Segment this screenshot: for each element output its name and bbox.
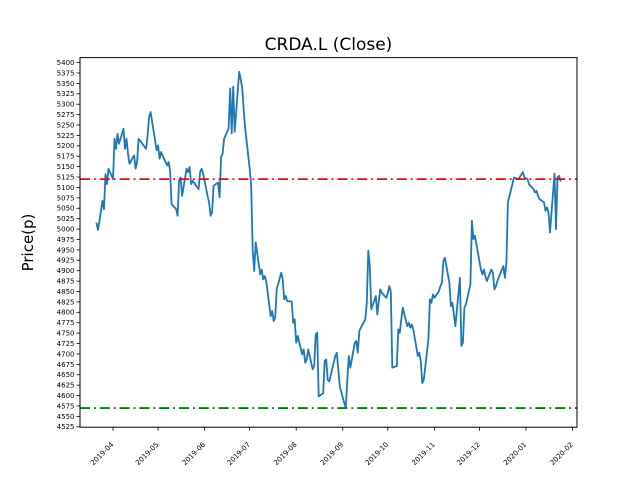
y-tick-label: 4900 [57,267,75,275]
axes-frame [79,57,578,428]
plot-area: 4525 4550 4575 4600 4625 4650 4675 4700 4725 4750… [57,57,578,467]
y-tick-label: 4950 [57,246,75,254]
y-tick-label: 4525 [57,423,75,431]
y-tick-label: 5225 [57,132,75,140]
x-tick-label: 2019-07 [226,441,252,467]
y-tick-label: 4725 [57,340,75,348]
y-tick-label: 4775 [57,319,75,327]
price-line [95,70,562,410]
y-tick-label: 5250 [57,121,75,129]
y-tick-label: 5125 [57,173,75,181]
y-tick-label: 5350 [57,80,75,88]
x-tick-label: 2019-09 [319,441,345,467]
y-tick-label: 4575 [57,402,75,410]
y-tick-label: 5375 [57,69,75,77]
y-tick-label: 5075 [57,194,75,202]
y-tick-label: 4850 [57,288,75,296]
y-tick-label: 5400 [57,59,75,67]
y-tick-label: 4625 [57,382,75,390]
y-tick-label: 5000 [57,225,75,233]
y-tick-label: 5150 [57,163,75,171]
y-tick-label: 4700 [57,350,75,358]
y-tick-label: 4975 [57,236,75,244]
y-tick-label: 5200 [57,142,75,150]
y-tick-label: 4600 [57,392,75,400]
x-tick-label: 2019-05 [134,441,160,467]
y-tick-label: 4650 [57,371,75,379]
x-tick-label: 2019-12 [455,441,481,467]
y-tick-label: 4825 [57,298,75,306]
y-tick-label: 5175 [57,153,75,161]
x-tick-label: 2019-08 [272,441,298,467]
y-axis-label: Price(p) [19,214,37,272]
x-tick-label: 2019-10 [364,441,390,467]
y-tick-label: 4675 [57,361,75,369]
y-tick-label: 5025 [57,215,75,223]
y-tick-label: 4875 [57,278,75,286]
y-tick-label: 5100 [57,184,75,192]
chart-title: CRDA.L (Close) [265,35,393,55]
y-tick-label: 4800 [57,309,75,317]
x-tick-label: 2020-02 [549,441,575,467]
x-tick-label: 2019-06 [181,440,208,467]
y-tick-label: 5050 [57,205,75,213]
y-tick-label: 5275 [57,111,75,119]
y-tick-label: 4925 [57,257,75,265]
y-tick-label: 5300 [57,101,75,109]
x-tick-label: 2020-01 [502,441,528,467]
y-tick-label: 4550 [57,413,75,421]
y-tick-label: 4750 [57,330,75,338]
y-tick-label: 5325 [57,90,75,98]
x-tick-label: 2019-04 [89,440,116,467]
x-tick-label: 2019-11 [410,441,436,467]
